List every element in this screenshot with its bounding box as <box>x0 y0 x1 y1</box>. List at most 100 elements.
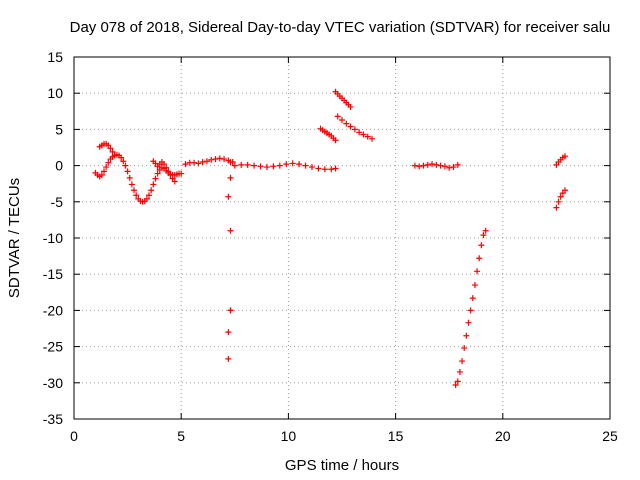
series-arc-6 <box>231 160 339 173</box>
data-point <box>107 145 114 152</box>
data-point <box>561 153 568 160</box>
data-point <box>161 161 168 168</box>
data-point <box>227 227 234 234</box>
y-tick-label: 5 <box>55 121 63 137</box>
data-point <box>321 166 328 173</box>
data-point <box>332 137 339 144</box>
data-point <box>171 178 178 185</box>
gridlines <box>74 57 610 419</box>
data-point <box>555 198 562 205</box>
series-arc-4 <box>182 155 236 168</box>
data-point <box>308 164 315 171</box>
data-point <box>203 158 210 165</box>
data-point <box>231 162 238 169</box>
data-point <box>343 120 350 127</box>
data-point <box>463 332 470 339</box>
data-point <box>452 381 459 388</box>
data-point <box>225 329 232 336</box>
data-point <box>416 163 423 170</box>
data-point <box>482 227 489 234</box>
data-point <box>122 162 129 169</box>
data-point <box>459 358 466 365</box>
series-arc-12 <box>553 187 568 211</box>
data-point <box>334 113 341 120</box>
data-point <box>178 170 185 177</box>
data-point <box>454 161 461 168</box>
series-arc-5 <box>225 158 234 362</box>
series-arc-9 <box>334 113 376 142</box>
data-point <box>191 159 198 166</box>
data-point <box>480 232 487 239</box>
data-point <box>109 148 116 155</box>
data-point <box>332 165 339 172</box>
data-point <box>411 162 418 169</box>
data-point <box>276 162 283 169</box>
data-point <box>167 172 174 179</box>
series-arc-10 <box>411 161 461 171</box>
y-tick-label: -5 <box>51 194 64 210</box>
data-point <box>347 103 354 110</box>
data-point <box>227 174 234 181</box>
data-point <box>199 158 206 165</box>
data-point <box>143 195 150 202</box>
data-point <box>476 255 483 262</box>
data-point <box>454 378 461 385</box>
data-point <box>124 168 131 175</box>
data-point <box>360 131 367 138</box>
data-points <box>92 88 568 388</box>
x-tick-label: 5 <box>177 428 185 444</box>
data-point <box>126 174 133 181</box>
data-point <box>195 160 202 167</box>
data-point <box>131 187 138 194</box>
data-point <box>165 168 172 175</box>
data-point <box>561 187 568 194</box>
data-point <box>238 161 245 168</box>
data-point <box>111 152 118 159</box>
data-point <box>450 164 457 171</box>
data-point <box>315 165 322 172</box>
data-point <box>216 155 223 162</box>
series-arc-11 <box>452 227 489 388</box>
data-point <box>225 193 232 200</box>
data-point <box>154 170 161 177</box>
data-point <box>364 133 371 140</box>
data-point <box>420 162 427 169</box>
data-point <box>118 154 125 161</box>
data-point <box>296 161 303 168</box>
data-point <box>471 282 478 289</box>
chart-title: Day 078 of 2018, Sidereal Day-to-day VTE… <box>70 19 611 36</box>
data-point <box>208 156 215 163</box>
data-point <box>429 161 436 168</box>
data-point <box>244 161 251 168</box>
data-point <box>221 156 228 163</box>
data-point <box>339 116 345 123</box>
data-point <box>467 307 474 314</box>
x-axis-label: GPS time / hours <box>285 457 399 474</box>
data-point <box>101 168 108 175</box>
data-point <box>424 161 431 168</box>
data-point <box>289 160 296 167</box>
data-point <box>128 181 135 188</box>
data-point <box>146 192 153 199</box>
data-point <box>257 163 264 170</box>
x-tick-label: 10 <box>281 428 297 444</box>
y-tick-label: -10 <box>43 230 63 246</box>
data-point <box>263 164 270 171</box>
y-tick-label: -20 <box>43 302 63 318</box>
data-point <box>103 164 110 171</box>
y-tick-label: 15 <box>47 49 63 65</box>
y-tick-label: -15 <box>43 266 63 282</box>
data-point <box>105 159 112 166</box>
data-point <box>351 126 358 133</box>
y-tick-label: -35 <box>43 411 63 427</box>
x-tick-label: 20 <box>495 428 511 444</box>
data-point <box>553 204 560 211</box>
data-point <box>120 158 127 165</box>
y-tick-label: -30 <box>43 375 63 391</box>
data-point <box>557 193 564 200</box>
x-tick-label: 15 <box>388 428 404 444</box>
series-arc-8 <box>332 88 354 110</box>
data-point <box>227 158 234 165</box>
data-point <box>283 161 290 168</box>
data-point <box>270 163 277 170</box>
